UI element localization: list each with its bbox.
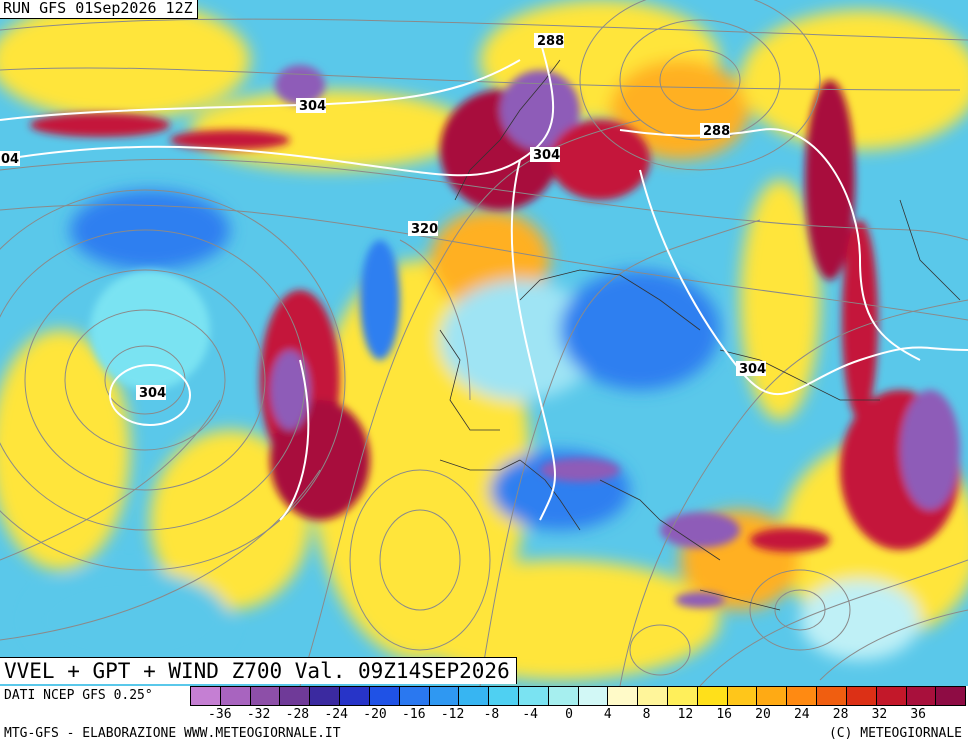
contour-label: 04 [1, 152, 19, 167]
weather-map: 288 304 288 304 04 320 304 304 [0, 0, 968, 686]
legend-tick-label: -8 [483, 707, 500, 722]
legend-tick-label: 24 [793, 707, 810, 722]
footer: DATI NCEP GFS 0.25° -36 -32 -28 -24 -20 -16 -1… [0, 686, 968, 745]
color-legend [190, 686, 966, 706]
legend-color-cell [846, 687, 877, 705]
contour-labels: 288 304 288 304 04 320 304 304 [0, 33, 766, 401]
legend-tick-label: 4 [603, 707, 612, 722]
legend-color-cell [459, 687, 490, 705]
legend-tick-label: 20 [755, 707, 771, 722]
legend-color-cell [399, 687, 430, 705]
legend-tick-label: -16 [402, 707, 426, 722]
contour-label: 288 [537, 34, 564, 49]
legend-color-cell [787, 687, 818, 705]
legend-color-cell [668, 687, 698, 705]
legend-color-cell [697, 687, 728, 705]
contour-label: 304 [299, 99, 326, 114]
legend-color-cell [727, 687, 758, 705]
legend-ticks: -36 -32 -28 -24 -20 -16 -12 -8 -4 0 4 8 12 16 20 24 28 32… [190, 707, 966, 723]
contour-label: 304 [739, 362, 766, 377]
legend-color-cell [876, 687, 907, 705]
legend-color-cell [518, 687, 549, 705]
credit-left: MTG-GFS - ELABORAZIONE WWW.METEOGIORNALE… [4, 726, 341, 741]
legend-tick-label: 8 [642, 707, 651, 722]
legend-tick-label: 32 [871, 707, 888, 722]
legend-tick-label: -20 [363, 707, 387, 722]
contour-label: 304 [139, 386, 166, 401]
legend-color-cell [220, 687, 251, 705]
contour-label: 304 [533, 148, 560, 163]
legend-color-cell [757, 687, 788, 705]
legend-tick-label: -4 [522, 707, 539, 722]
legend-tick-label: -32 [246, 707, 271, 722]
legend-tick-label: 12 [677, 707, 694, 722]
run-title: RUN GFS 01Sep2026 12Z [0, 0, 198, 19]
credit-right: (C) METEOGIORNALE [828, 726, 962, 741]
legend-color-cell [608, 687, 639, 705]
legend-tick-label: -28 [285, 707, 310, 722]
legend-tick-label: -24 [324, 707, 348, 722]
legend-tick-label: 16 [716, 707, 733, 722]
legend-color-cell [191, 687, 221, 705]
data-source: DATI NCEP GFS 0.25° [4, 688, 153, 703]
legend-color-cell [369, 687, 400, 705]
map-title: VVEL + GPT + WIND Z700 Val. 09Z14SEP2026 [0, 657, 517, 684]
legend-color-cell [936, 687, 966, 705]
legend-tick-label: 0 [565, 707, 573, 722]
contour-label: 320 [411, 222, 438, 237]
legend-tick-label: 36 [910, 707, 927, 722]
vvel-field-large [0, 0, 968, 680]
legend-tick-label: -36 [208, 707, 232, 722]
legend-tick-label: -12 [440, 707, 465, 722]
legend-tick-label: 28 [832, 707, 849, 722]
legend-color-cell [548, 687, 579, 705]
legend-color-cell [250, 687, 281, 705]
vvel-field-intense [30, 65, 960, 608]
legend-color-cell [817, 687, 847, 705]
legend-color-cell [310, 687, 341, 705]
contour-label: 288 [703, 124, 730, 139]
legend-color-cell [340, 687, 370, 705]
legend-color-cell [429, 687, 460, 705]
legend-color-cell [489, 687, 519, 705]
legend-color-cell [906, 687, 937, 705]
geopotential-contours [0, 39, 968, 521]
legend-color-cell [280, 687, 311, 705]
legend-color-cell [578, 687, 609, 705]
legend-color-cell [638, 687, 668, 705]
